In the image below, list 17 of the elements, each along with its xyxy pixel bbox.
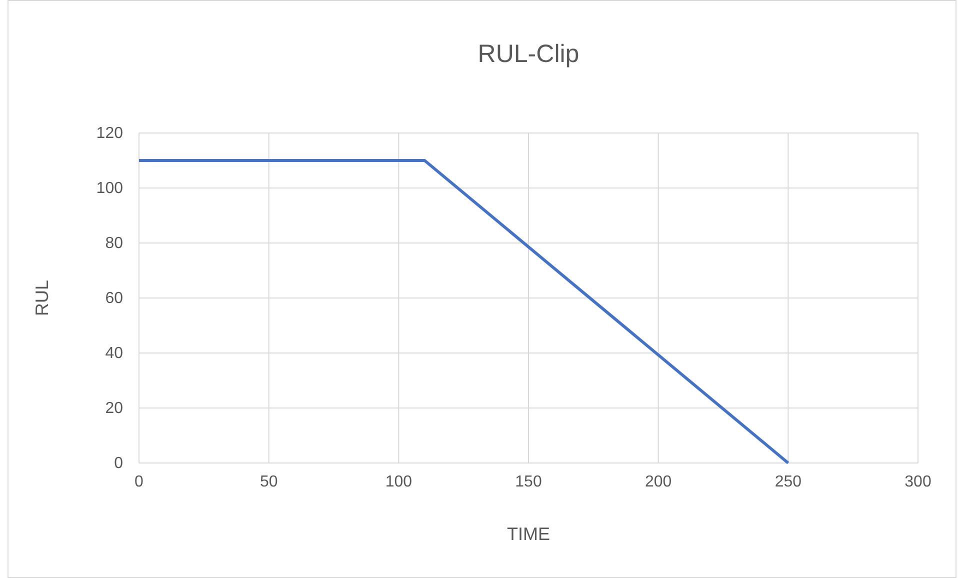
y-tick-label: 0: [114, 455, 124, 472]
y-tick-label: 100: [96, 180, 124, 198]
x-tick-label: 50: [260, 473, 278, 490]
y-tick-label: 80: [105, 235, 124, 252]
x-tick-label: 200: [644, 473, 672, 490]
x-tick-label: 0: [134, 473, 144, 490]
x-axis-title: TIME: [507, 524, 550, 544]
y-tick-label: 60: [105, 290, 124, 308]
y-tick-label: 120: [96, 125, 124, 142]
x-tick-label: 100: [385, 473, 412, 490]
x-tick-label: 300: [904, 473, 932, 490]
y-tick-label: 20: [105, 400, 124, 418]
y-tick-label: 40: [105, 345, 124, 362]
x-tick-label: 250: [774, 473, 802, 490]
chart-title: RUL-Clip: [478, 40, 580, 68]
y-axis-title: RUL: [32, 280, 52, 316]
x-tick-label: 150: [515, 473, 542, 490]
